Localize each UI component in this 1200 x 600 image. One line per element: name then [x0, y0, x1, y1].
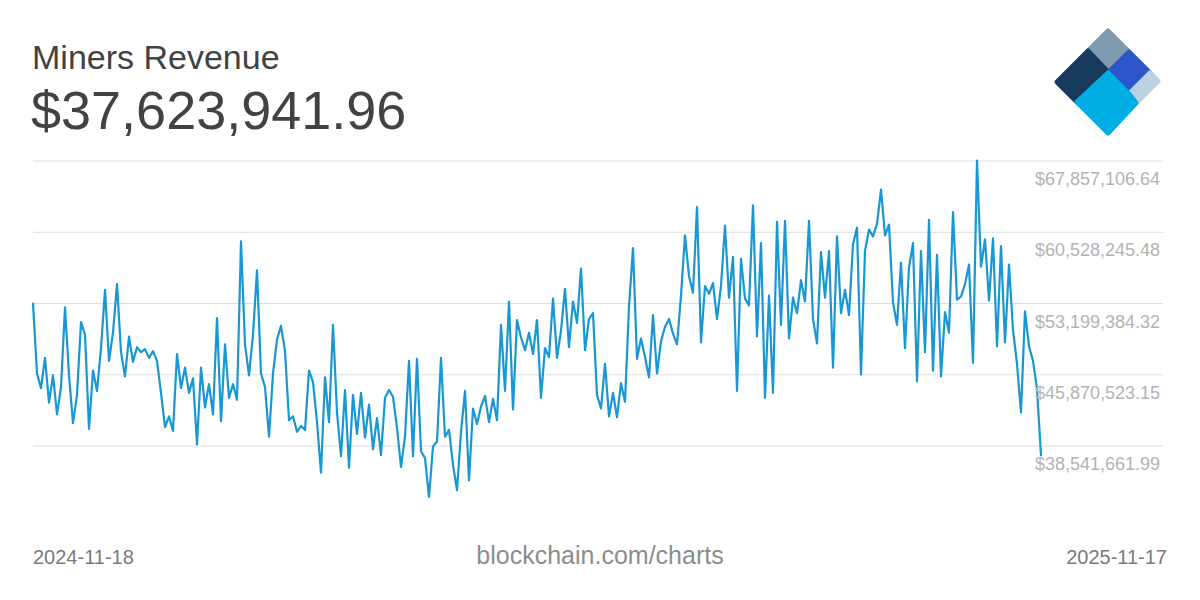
- y-axis-label: $67,857,106.64: [1035, 170, 1160, 188]
- y-axis-label: $45,870,523.15: [1035, 384, 1160, 402]
- miners-revenue-chart[interactable]: [0, 0, 1200, 600]
- y-axis-label: $53,199,384.32: [1035, 313, 1160, 331]
- revenue-line-series: [33, 161, 1041, 497]
- x-axis-end-date: 2025-11-17: [1066, 547, 1167, 567]
- y-axis-label: $38,541,661.99: [1035, 455, 1160, 473]
- gridlines: [33, 161, 1163, 446]
- y-axis-label: $60,528,245.48: [1035, 241, 1160, 259]
- watermark-url: blockchain.com/charts: [0, 543, 1200, 568]
